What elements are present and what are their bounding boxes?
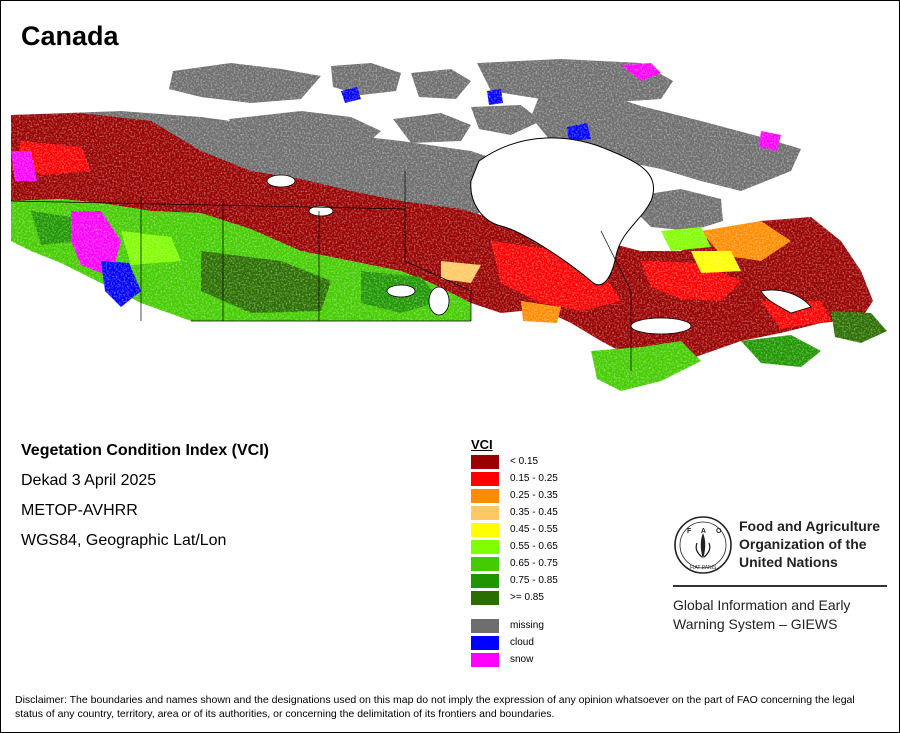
legend-swatch [471,653,499,667]
fao-logo-icon: FAO FIAT PANIS [674,516,732,574]
legend-title: VCI [471,437,493,452]
legend-swatch [471,591,499,605]
legend-label: missing [510,620,544,631]
legend-item: 0.75 - 0.85 [471,574,581,588]
legend-swatch [471,557,499,571]
map-title: Canada [21,21,119,51]
legend-label: snow [510,654,534,665]
legend-item: < 0.15 [471,455,581,469]
fao-name: Food and Agriculture Organization of the… [739,518,881,570]
legend-label: < 0.15 [510,456,539,467]
projection-label: WGS84, Geographic Lat/Lon [21,532,227,549]
index-name: Vegetation Condition Index (VCI) [21,442,269,459]
legend-label: >= 0.85 [510,592,544,603]
fao-divider [673,585,887,587]
legend-swatch [471,523,499,537]
legend-swatch [471,619,499,633]
period-label: Dekad 3 April 2025 [21,472,157,489]
sensor-label: METOP-AVHRR [21,502,138,519]
legend-swatch [471,574,499,588]
legend-item: 0.35 - 0.45 [471,506,581,520]
vci-map [1,51,899,401]
legend-item: 0.55 - 0.65 [471,540,581,554]
water-bodies [266,137,812,335]
legend-label: 0.25 - 0.35 [510,490,558,501]
legend-label: 0.15 - 0.25 [510,473,558,484]
fao-logo-text: FAO [687,528,731,535]
legend-item: 0.45 - 0.55 [471,523,581,537]
legend-swatch [471,506,499,520]
legend-label: 0.65 - 0.75 [510,558,558,569]
legend-swatch [471,540,499,554]
province-boundaries [10,171,632,371]
legend-swatch [471,472,499,486]
legend-label: 0.35 - 0.45 [510,507,558,518]
legend-label: 0.75 - 0.85 [510,575,558,586]
legend-label: 0.55 - 0.65 [510,541,558,552]
legend-item: 0.15 - 0.25 [471,472,581,486]
legend-swatch [471,636,499,650]
giews-label: Global Information and Early Warning Sys… [673,597,851,632]
legend-label: 0.45 - 0.55 [510,524,558,535]
legend-item-missing: missing [471,619,581,633]
legend-item-snow: snow [471,653,581,667]
legend: VCI < 0.15 0.15 - 0.25 0.25 - 0.35 0.35 … [471,437,581,671]
legend-swatch [471,455,499,469]
legend-item: 0.25 - 0.35 [471,489,581,503]
map-info: Vegetation Condition Index (VCI) Dekad 3… [21,441,269,561]
legend-item: >= 0.85 [471,591,581,605]
legend-item-cloud: cloud [471,636,581,650]
legend-item: 0.65 - 0.75 [471,557,581,571]
fao-logo-motto: FIAT PANIS [690,565,717,571]
disclaimer: Disclaimer: The boundaries and names sho… [15,694,855,720]
legend-swatch [471,489,499,503]
legend-label: cloud [510,637,534,648]
fao-branding: FAO FIAT PANIS Food and Agriculture Orga… [673,515,891,635]
